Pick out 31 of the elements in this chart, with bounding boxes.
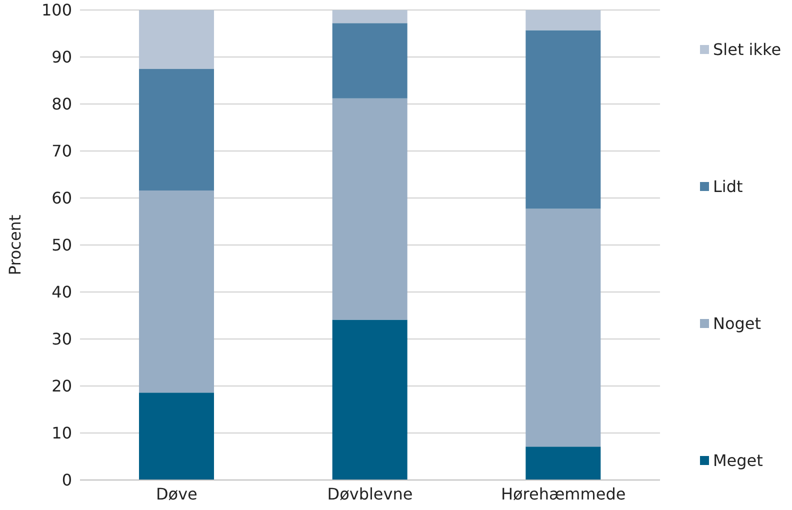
bar	[139, 10, 214, 69]
x-tick-label: Døve	[156, 484, 198, 504]
bar	[139, 392, 214, 480]
y-tick-label: 10	[52, 424, 72, 443]
y-tick-label: 50	[52, 236, 72, 255]
y-tick-label: 80	[52, 94, 72, 114]
y-axis-title: Procent	[6, 214, 25, 276]
y-tick-label: 100	[41, 0, 72, 20]
y-tick-label: 30	[52, 330, 72, 349]
bar	[526, 208, 601, 447]
y-tick-label: 70	[52, 142, 72, 161]
bar	[332, 98, 408, 320]
legend-label: Slet ikke	[713, 40, 782, 59]
bar	[332, 10, 408, 24]
bar	[332, 23, 408, 98]
bar	[526, 30, 601, 209]
bar	[139, 190, 214, 393]
bar	[139, 68, 214, 190]
bar	[526, 446, 601, 480]
bar	[526, 10, 601, 30]
x-tick-label: Døvblevne	[327, 484, 413, 504]
legend-label: Noget	[713, 314, 762, 333]
x-tick-label: Hørehæmmede	[500, 484, 626, 504]
y-tick-label: 40	[52, 282, 72, 302]
legend-label: Lidt	[713, 177, 743, 196]
y-tick-label: 0	[62, 470, 72, 490]
y-tick-label: 60	[52, 188, 72, 208]
legend-label: Meget	[713, 451, 763, 470]
y-tick-label: 90	[52, 48, 72, 67]
y-tick-label: 20	[52, 376, 72, 396]
bar	[332, 320, 408, 480]
